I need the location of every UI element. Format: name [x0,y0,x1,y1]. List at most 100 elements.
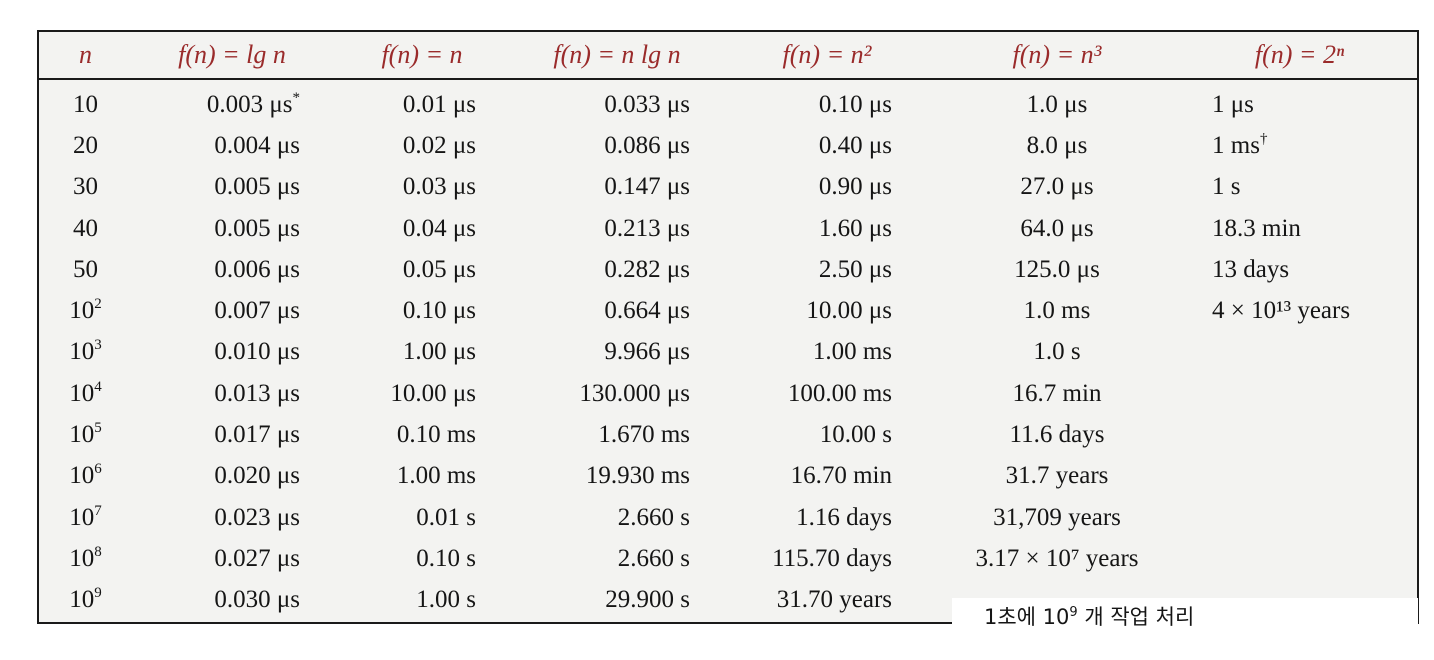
cell-lg: 0.020 μs [132,456,332,497]
note-exponent: 9 [1069,605,1078,620]
cell-value: 31.7 years [1005,462,1109,490]
cell-sq: 16.70 min [722,456,932,497]
cell-exp [1182,456,1417,497]
cell-exp: 1 s [1182,167,1417,208]
cell-value: 10 [69,462,95,490]
cell-cube: 3.17 × 10⁷ years [932,538,1182,579]
cell-n: 106 [39,456,132,497]
cell-lg: 0.017 μs [132,414,332,455]
cell-value: 1 ms [1212,131,1260,159]
cell-sq: 1.60 μs [722,208,932,249]
cell-value: 0.147 μs [604,173,690,201]
cell-value: 1.16 days [796,503,892,531]
cell-nlg: 0.147 μs [512,167,722,208]
cell-value: 16.70 min [790,462,892,490]
superscript: 3 [94,337,102,354]
cell-value: 27.0 μs [1020,173,1094,201]
cell-lg: 0.005 μs [132,208,332,249]
cell-value: 0.282 μs [604,255,690,283]
cell-value: 20 [73,131,98,159]
cell-value: 31,709 years [993,503,1121,531]
cell-lin: 0.10 s [332,538,512,579]
cell-nlg: 0.213 μs [512,208,722,249]
superscript: 5 [94,420,102,437]
cell-value: 10 [69,421,95,449]
cell-exp [1182,497,1417,538]
cell-value: 3.17 × 10⁷ years [975,544,1139,572]
cell-lin: 0.10 μs [332,290,512,331]
cell-value: 0.010 μs [214,338,300,366]
cell-exp [1182,414,1417,455]
cell-value: 40 [73,214,98,242]
cell-value: 19.930 ms [585,462,690,490]
superscript: 8 [94,543,102,560]
cell-nlg: 0.033 μs [512,79,722,125]
superscript: 7 [94,502,102,519]
note-prefix: 1초에 10 [984,605,1070,629]
cell-value: 1.00 μs [402,338,476,366]
cell-value: 1 s [1212,173,1241,201]
cell-value: 29.900 s [605,586,690,614]
cell-value: 10.00 μs [390,379,476,407]
superscript: 6 [94,461,102,478]
cell-value: 31.70 years [776,586,892,614]
table-row: 50 0.006 μs 0.05 μs 0.282 μs 2.50 μs 125.0 μs… [39,249,1417,290]
cell-value: 0.02 μs [402,131,476,159]
cell-cube: 27.0 μs [932,167,1182,208]
cell-nlg: 0.086 μs [512,125,722,166]
cell-lin: 0.02 μs [332,125,512,166]
cell-value: 18.3 min [1212,214,1301,242]
cell-value: 100.00 ms [787,379,892,407]
cell-exp: 4 × 10¹³ years [1182,290,1417,331]
cell-value: 10 [69,338,95,366]
running-time-table: n f(n) = lg n f(n) = n f(n) = n lg n f(n) = … [39,32,1417,621]
cell-value: 0.017 μs [214,421,300,449]
column-header: f(n) = n [332,32,512,80]
cell-sq: 115.70 days [722,538,932,579]
cell-value: 1 μs [1212,90,1254,118]
cell-value: 2.660 s [617,503,690,531]
cell-exp: 1 ms† [1182,125,1417,166]
cell-value: 0.005 μs [214,214,300,242]
column-header: f(n) = lg n [132,32,332,80]
cell-nlg: 1.670 ms [512,414,722,455]
cell-value: 0.086 μs [604,131,690,159]
cell-value: 0.664 μs [604,297,690,325]
cell-exp: 13 days [1182,249,1417,290]
cell-value: 0.013 μs [214,379,300,407]
cell-lg: 0.023 μs [132,497,332,538]
superscript: 4 [94,378,102,395]
table-row: 105 0.017 μs 0.10 ms 1.670 ms 10.00 s 11.6 da… [39,414,1417,455]
cell-sq: 10.00 s [722,414,932,455]
cell-value: 10 [69,544,95,572]
cell-n: 104 [39,373,132,414]
cell-value: 1.0 μs [1026,90,1088,118]
cell-value: 130.000 μs [579,379,690,407]
cell-value: 0.006 μs [214,255,300,283]
cell-lg: 0.013 μs [132,373,332,414]
cell-value: 10.00 s [819,421,892,449]
cell-lg: 0.006 μs [132,249,332,290]
cell-lin: 10.00 μs [332,373,512,414]
cell-n: 109 [39,580,132,621]
complexity-table-frame: n f(n) = lg n f(n) = n f(n) = n lg n f(n) = … [37,30,1419,624]
cell-nlg: 0.282 μs [512,249,722,290]
cell-exp [1182,373,1417,414]
cell-value: 1.670 ms [598,421,690,449]
superscript: * [292,89,301,106]
cell-value: 10 [69,379,95,407]
cell-lin: 1.00 ms [332,456,512,497]
cell-cube: 1.0 s [932,332,1182,373]
cell-n: 105 [39,414,132,455]
cell-lin: 0.03 μs [332,167,512,208]
cell-lin: 0.04 μs [332,208,512,249]
superscript: 2 [94,296,102,313]
cell-sq: 0.90 μs [722,167,932,208]
cell-value: 0.004 μs [214,131,300,159]
cell-value: 10 [69,503,95,531]
annotation-note: 1초에 109 개 작업 처리 [952,598,1418,636]
cell-value: 0.03 μs [402,173,476,201]
cell-value: 4 × 10¹³ years [1212,297,1351,325]
cell-sq: 31.70 years [722,580,932,621]
cell-sq: 1.16 days [722,497,932,538]
